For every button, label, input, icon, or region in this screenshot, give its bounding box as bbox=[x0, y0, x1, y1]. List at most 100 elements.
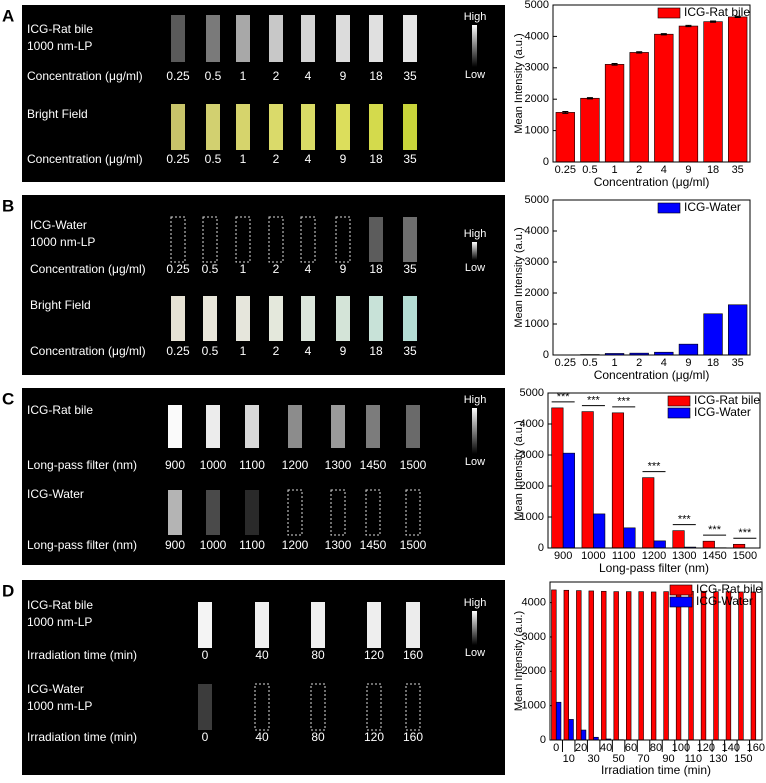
x-axis-label: Concentration (μg/ml) bbox=[594, 175, 710, 189]
bar bbox=[626, 592, 631, 740]
tick-label: 18 bbox=[369, 152, 383, 166]
bar bbox=[563, 453, 575, 548]
strip bbox=[301, 296, 315, 341]
y-tick-label: 3000 bbox=[525, 256, 549, 268]
strip bbox=[255, 602, 269, 648]
strip bbox=[269, 15, 283, 62]
strip bbox=[245, 490, 259, 535]
bar bbox=[728, 17, 747, 162]
scale-bar bbox=[472, 408, 477, 454]
tick-label: 1 bbox=[240, 262, 247, 276]
annotation: *** bbox=[738, 527, 752, 539]
strip bbox=[369, 217, 383, 262]
tick-label: 2 bbox=[273, 152, 280, 166]
legend-label: ICG-Water bbox=[696, 594, 753, 608]
bar bbox=[751, 592, 756, 740]
strip bbox=[236, 15, 250, 62]
axis-label: Irradiation time (min) bbox=[27, 730, 137, 744]
x-tick-label: 900 bbox=[554, 550, 572, 562]
x-tick-label: 9 bbox=[685, 164, 691, 176]
strip bbox=[367, 602, 381, 648]
strip bbox=[168, 405, 182, 448]
row-label: 1000 nm-LP bbox=[30, 235, 95, 249]
row-label: 1000 nm-LP bbox=[27, 39, 92, 53]
strip bbox=[311, 602, 325, 648]
x-tick-label: 1100 bbox=[612, 550, 636, 562]
tick-label: 35 bbox=[403, 152, 417, 166]
axis-label: Concentration (μg/ml) bbox=[30, 344, 146, 358]
legend-swatch bbox=[670, 585, 692, 595]
strip bbox=[403, 217, 417, 262]
x-tick-label: 18 bbox=[707, 164, 719, 176]
panel-letter: A bbox=[2, 6, 14, 25]
bar bbox=[612, 413, 624, 548]
tick-label: 1450 bbox=[360, 538, 387, 552]
strip bbox=[369, 104, 383, 150]
high-label: High bbox=[464, 228, 487, 240]
tick-label: 0.25 bbox=[166, 344, 190, 358]
tick-label: 9 bbox=[340, 152, 347, 166]
tick-label: 1000 bbox=[200, 458, 227, 472]
bar bbox=[639, 592, 644, 740]
bar bbox=[551, 590, 556, 740]
x-tick-label: 0.25 bbox=[555, 357, 576, 369]
tick-label: 160 bbox=[403, 648, 423, 662]
bar bbox=[589, 591, 594, 740]
strip bbox=[206, 490, 220, 535]
high-label: High bbox=[464, 394, 487, 406]
tick-label: 2 bbox=[273, 344, 280, 358]
tick-label: 0.25 bbox=[166, 69, 190, 83]
y-axis-label: Mean Intensity (a.u.) bbox=[513, 33, 525, 133]
annotation: *** bbox=[617, 396, 631, 408]
low-label: Low bbox=[465, 262, 485, 274]
bar bbox=[664, 592, 669, 740]
tick-label: 4 bbox=[305, 69, 312, 83]
x-tick-label: 1000 bbox=[581, 550, 605, 562]
bar bbox=[630, 52, 649, 162]
tick-label: 900 bbox=[165, 538, 185, 552]
y-tick-label: 4000 bbox=[525, 225, 549, 237]
tick-label: 1500 bbox=[400, 538, 427, 552]
y-tick-label: 5000 bbox=[525, 0, 549, 11]
tick-label: 9 bbox=[340, 69, 347, 83]
x-tick-label: 40 bbox=[600, 742, 612, 754]
tick-label: 0.25 bbox=[166, 262, 190, 276]
bar bbox=[582, 412, 594, 548]
x-tick-label: 2 bbox=[636, 357, 642, 369]
tick-label: 18 bbox=[369, 262, 383, 276]
row-label: Bright Field bbox=[30, 298, 91, 312]
strip bbox=[168, 490, 182, 535]
tick-label: 1100 bbox=[239, 458, 265, 472]
bar bbox=[556, 702, 561, 740]
tick-label: 80 bbox=[311, 730, 325, 744]
y-axis-label: Mean Intensity (a.u.) bbox=[513, 227, 525, 327]
strip bbox=[288, 405, 302, 448]
strip bbox=[403, 15, 417, 62]
bar bbox=[581, 98, 600, 162]
y-tick-label: 1000 bbox=[525, 125, 549, 137]
strip bbox=[301, 15, 315, 62]
strip bbox=[366, 405, 380, 448]
y-tick-label: 5000 bbox=[520, 387, 544, 399]
x-axis-label: Irradiation time (min) bbox=[601, 763, 711, 777]
legend-swatch bbox=[668, 396, 690, 406]
bar bbox=[614, 592, 619, 740]
legend-label: ICG-Water bbox=[684, 200, 741, 214]
x-tick-label: 1500 bbox=[733, 550, 757, 562]
row-label: Bright Field bbox=[27, 107, 88, 121]
x-tick-label: 9 bbox=[685, 357, 691, 369]
y-tick-label: 3000 bbox=[522, 631, 546, 643]
bar bbox=[733, 544, 745, 548]
tick-label: 120 bbox=[364, 648, 384, 662]
x-tick-label: 1450 bbox=[702, 550, 726, 562]
bar bbox=[593, 514, 605, 548]
bar bbox=[728, 305, 747, 355]
x-axis-label: Concentration (μg/ml) bbox=[594, 368, 710, 382]
y-tick-label: 1000 bbox=[522, 700, 546, 712]
bar bbox=[689, 591, 694, 740]
legend-swatch bbox=[658, 203, 680, 213]
tick-label: 160 bbox=[403, 730, 423, 744]
annotation: *** bbox=[678, 514, 692, 526]
x-tick-label: 0 bbox=[553, 742, 559, 754]
